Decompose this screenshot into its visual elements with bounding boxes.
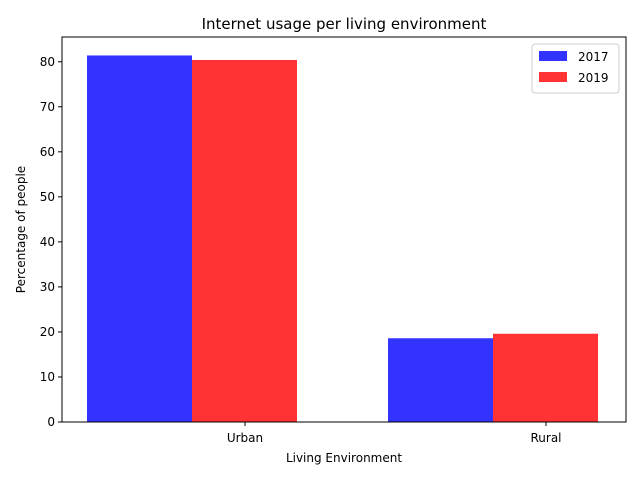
chart-title: Internet usage per living environment xyxy=(202,15,487,33)
y-tick-label: 20 xyxy=(40,325,55,339)
y-tick-label: 60 xyxy=(40,145,55,159)
y-tick-label: 50 xyxy=(40,190,55,204)
y-axis-label: Percentage of people xyxy=(14,166,28,293)
x-axis-label: Living Environment xyxy=(286,451,402,465)
y-tick-label: 10 xyxy=(40,370,55,384)
legend: 2017 2019 xyxy=(531,43,620,94)
legend-label-2017: 2017 xyxy=(578,50,609,64)
axes-frame xyxy=(61,36,627,423)
bar-rural-2019 xyxy=(493,333,598,422)
y-tick-label: 70 xyxy=(40,100,55,114)
legend-swatch-2019 xyxy=(539,72,567,82)
legend-swatch-2017 xyxy=(539,51,567,61)
bar-rural-2017 xyxy=(388,338,493,422)
x-tick-label-rural: Rural xyxy=(530,431,561,445)
bar-urban-2019 xyxy=(192,59,297,423)
x-tick-label-urban: Urban xyxy=(227,431,263,445)
bar-urban-2017 xyxy=(87,55,192,423)
y-tick-label: 0 xyxy=(47,415,55,429)
y-tick-label: 40 xyxy=(40,235,55,249)
y-tick-label: 80 xyxy=(40,55,55,69)
legend-label-2019: 2019 xyxy=(578,71,609,85)
y-tick-label: 30 xyxy=(40,280,55,294)
plot-area: 0 10 20 30 40 50 60 70 80 Urban Rural xyxy=(40,55,598,445)
